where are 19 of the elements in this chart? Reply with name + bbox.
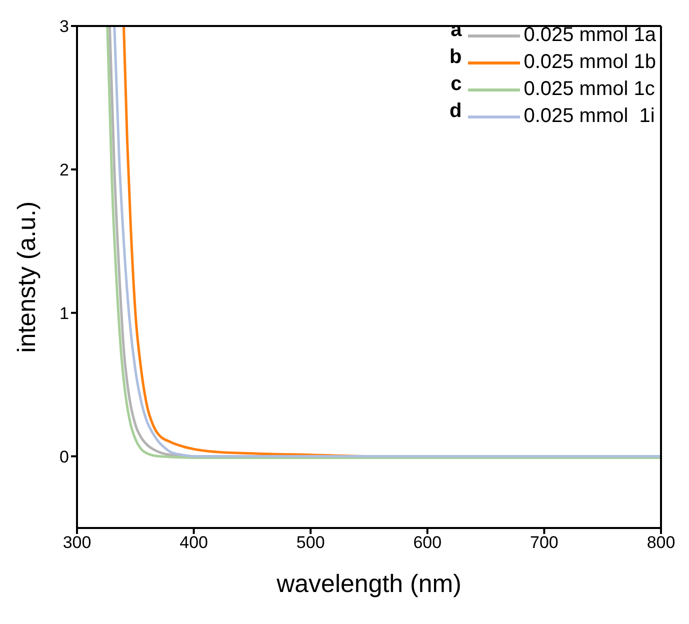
y-tick-label: 1 [60,304,69,323]
legend-label: 0.025 mmol 1c [524,78,655,101]
x-tick-label: 600 [413,533,442,552]
annotation: d [448,100,462,123]
y-tick-label: 2 [60,160,69,180]
x-tick-label: 700 [530,533,558,552]
y-tick-label: 3 [60,17,69,36]
x-tick-label: 800 [646,533,676,552]
x-tick-label: 500 [296,533,325,552]
legend-label: 0.025 mmol 1b [524,51,656,74]
x-axis-title: wavelength (nm) [276,570,462,598]
y-tick-label: 0 [60,447,69,466]
annotation: b [448,46,462,69]
legend-label: 0.025 mmol 1a [524,24,656,47]
annotation: c [450,73,462,96]
x-tick-label: 400 [180,533,208,552]
x-tick-label: 300 [62,533,92,552]
legend-label: 0.025 mmol 1i [524,105,655,128]
y-axis-title: intensty (a.u.) [12,201,41,353]
